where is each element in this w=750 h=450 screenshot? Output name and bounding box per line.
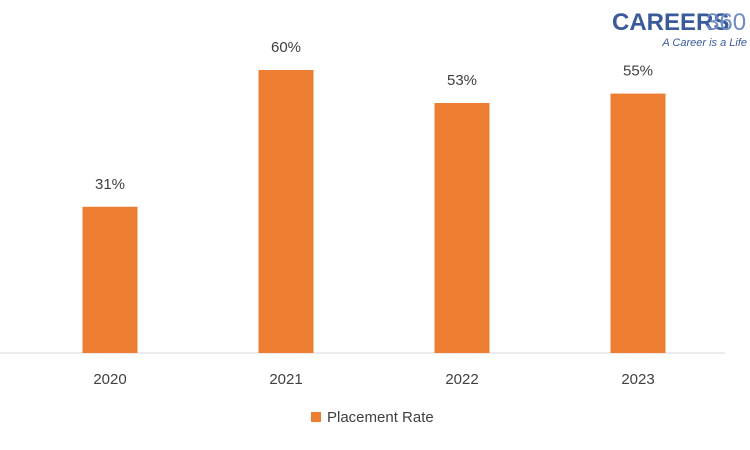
data-label: 55%: [623, 63, 653, 80]
x-tick-label: 2022: [445, 371, 478, 388]
logo-text: CAREERS: [612, 9, 729, 36]
data-label: 60%: [271, 39, 301, 56]
bar: [434, 103, 490, 354]
logo-tagline: A Career is a Life: [661, 37, 747, 49]
logo-number: 360: [706, 9, 746, 36]
x-tick-label: 2020: [93, 371, 126, 388]
bar: [610, 93, 666, 353]
bar: [82, 206, 138, 353]
x-tick-label: 2021: [269, 371, 302, 388]
legend-label: Placement Rate: [327, 409, 434, 426]
data-label: 53%: [447, 72, 477, 89]
legend-swatch: [311, 412, 321, 422]
x-tick-label: 2023: [621, 371, 654, 388]
data-label: 31%: [95, 176, 125, 193]
bar: [258, 70, 314, 353]
